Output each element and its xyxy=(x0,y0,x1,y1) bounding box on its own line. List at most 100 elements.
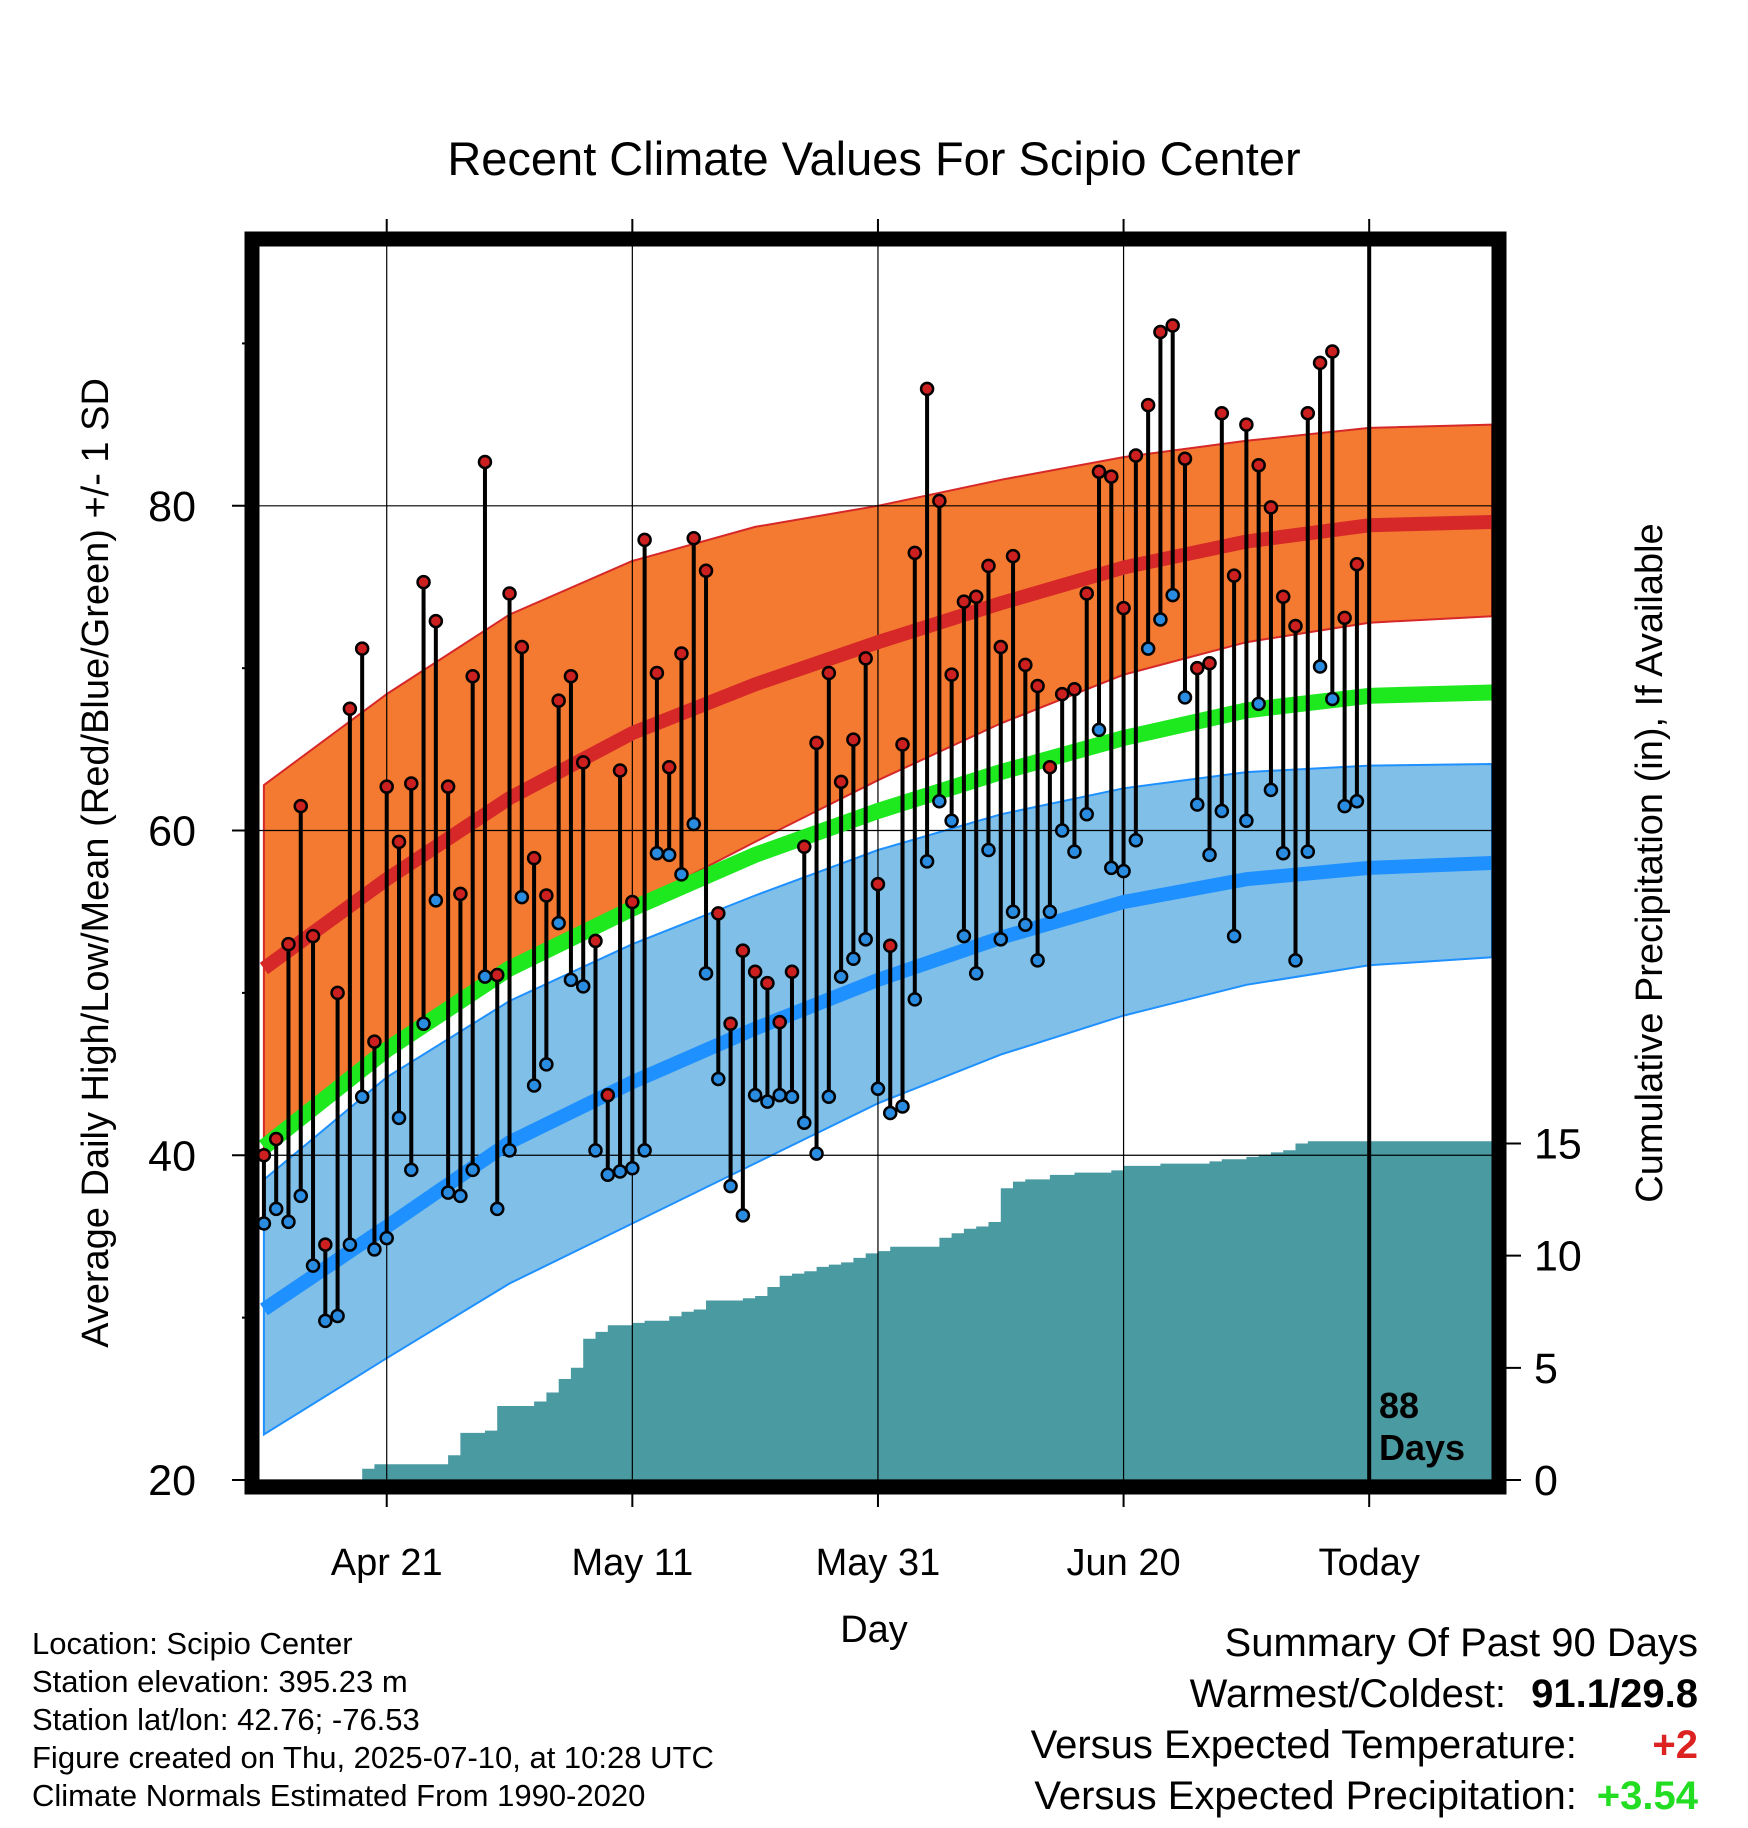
daily-high-point xyxy=(1251,457,1266,473)
daily-high-point xyxy=(1202,656,1217,671)
daily-low-point xyxy=(993,932,1009,947)
y-tick-label: 60 xyxy=(148,808,196,856)
daily-low-point xyxy=(1079,807,1094,822)
daily-high-point xyxy=(551,693,566,708)
daily-high-point xyxy=(268,1131,284,1147)
daily-low-point xyxy=(1116,863,1131,879)
daily-low-point xyxy=(1190,797,1205,812)
daily-low-point xyxy=(1263,782,1279,798)
daily-low-point xyxy=(268,1201,284,1217)
y-tick-label: 40 xyxy=(148,1132,196,1180)
daily-high-point xyxy=(367,1034,382,1049)
info-latlon: Station lat/lon: 42.76; -76.53 xyxy=(32,1702,420,1737)
daily-low-point xyxy=(698,966,714,981)
daily-high-point xyxy=(674,646,689,661)
summary-heading: Summary Of Past 90 Days xyxy=(1224,1621,1698,1665)
precip-value: +3.54 xyxy=(1596,1774,1698,1818)
daily-low-point xyxy=(440,1185,456,1200)
normal-mean-line xyxy=(259,684,1492,1154)
daily-low-point xyxy=(1104,860,1119,876)
daily-high-point xyxy=(846,732,861,747)
daily-high-point xyxy=(993,639,1009,655)
y-tick-label: 80 xyxy=(148,483,196,531)
daily-low-point xyxy=(747,1087,763,1103)
daily-high-point xyxy=(379,779,394,794)
y2-tick-label: 0 xyxy=(1534,1457,1558,1505)
daily-low-point xyxy=(379,1230,394,1246)
daily-low-point xyxy=(968,966,984,981)
daily-low-point xyxy=(858,932,873,947)
daily-high-point xyxy=(1079,586,1094,601)
daily-low-point xyxy=(1275,846,1291,861)
daily-high-point xyxy=(1030,678,1045,694)
daily-low-point xyxy=(981,842,996,858)
daily-high-point xyxy=(649,665,665,681)
daily-high-point xyxy=(330,985,345,1001)
daily-low-point xyxy=(551,915,566,931)
daily-low-point xyxy=(772,1087,787,1103)
daily-low-point xyxy=(1005,904,1021,919)
daily-high-point xyxy=(1005,548,1021,564)
axes: 20 40 60 80 0 5 10 15 Apr 21 May 11 May 31 Jun 20 To… xyxy=(148,219,1582,1584)
daily-high-point xyxy=(526,850,542,866)
info-elevation: Station elevation: 395.23 m xyxy=(32,1664,408,1699)
daily-high-point xyxy=(932,493,947,509)
daily-low-point xyxy=(563,972,579,988)
daily-high-point xyxy=(723,1016,738,1031)
station-info: Location: Scipio Center Station elevatio… xyxy=(32,1625,714,1815)
daily-low-point xyxy=(1300,844,1316,859)
daily-high-point xyxy=(259,1148,272,1163)
daily-high-point xyxy=(772,1014,787,1030)
daily-low-point xyxy=(674,867,689,882)
daily-low-point xyxy=(956,928,972,944)
daily-high-point xyxy=(1104,469,1119,484)
daily-high-point xyxy=(981,558,996,574)
daily-high-point xyxy=(1275,589,1291,604)
daily-low-point xyxy=(281,1214,296,1230)
daily-high-point xyxy=(625,894,640,910)
daily-low-point xyxy=(907,992,923,1007)
y-tick-label: 20 xyxy=(148,1457,196,1505)
plot-area xyxy=(259,246,1492,1480)
x-tick-label: May 11 xyxy=(571,1542,693,1584)
daily-high-point xyxy=(944,667,959,682)
daily-high-point xyxy=(1190,660,1205,676)
daily-high-point xyxy=(1226,568,1242,583)
daily-low-point xyxy=(1067,844,1082,859)
daily-high-point xyxy=(612,763,628,778)
daily-high-point xyxy=(1288,618,1303,634)
warm-cold-value: 91.1/29.8 xyxy=(1531,1672,1698,1716)
chart-title: Recent Climate Values For Scipio Center xyxy=(447,132,1300,185)
daily-high-point xyxy=(858,651,873,666)
daily-high-point xyxy=(391,834,407,850)
daily-high-point xyxy=(1263,500,1279,515)
daily-low-point xyxy=(1177,690,1193,705)
daily-low-point xyxy=(477,969,493,984)
daily-high-point xyxy=(1128,448,1144,463)
daily-low-point xyxy=(465,1162,480,1178)
daily-high-point xyxy=(797,839,812,855)
daily-high-point xyxy=(305,928,321,944)
daily-high-point xyxy=(588,933,603,949)
daily-high-point xyxy=(1140,397,1156,413)
daily-high-point xyxy=(747,964,763,980)
daily-high-point xyxy=(760,975,775,991)
daily-low-point xyxy=(944,813,959,829)
temp-label: Versus Expected Temperature: xyxy=(1030,1723,1577,1767)
daily-low-point xyxy=(1165,587,1180,603)
daily-high-point xyxy=(440,779,456,794)
today-days-count: 88 xyxy=(1379,1385,1419,1426)
daily-low-point xyxy=(1226,928,1242,944)
daily-high-point xyxy=(575,755,591,770)
daily-high-point xyxy=(354,641,370,656)
info-normals: Climate Normals Estimated From 1990-2020 xyxy=(32,1778,646,1813)
temp-value: +2 xyxy=(1652,1723,1698,1767)
daily-low-point xyxy=(1091,722,1107,738)
daily-high-point xyxy=(1239,417,1254,432)
daily-low-point xyxy=(489,1201,505,1217)
daily-low-point xyxy=(1214,803,1230,819)
daily-high-point xyxy=(416,574,431,590)
daily-high-point xyxy=(514,639,530,655)
daily-high-point xyxy=(882,938,898,954)
